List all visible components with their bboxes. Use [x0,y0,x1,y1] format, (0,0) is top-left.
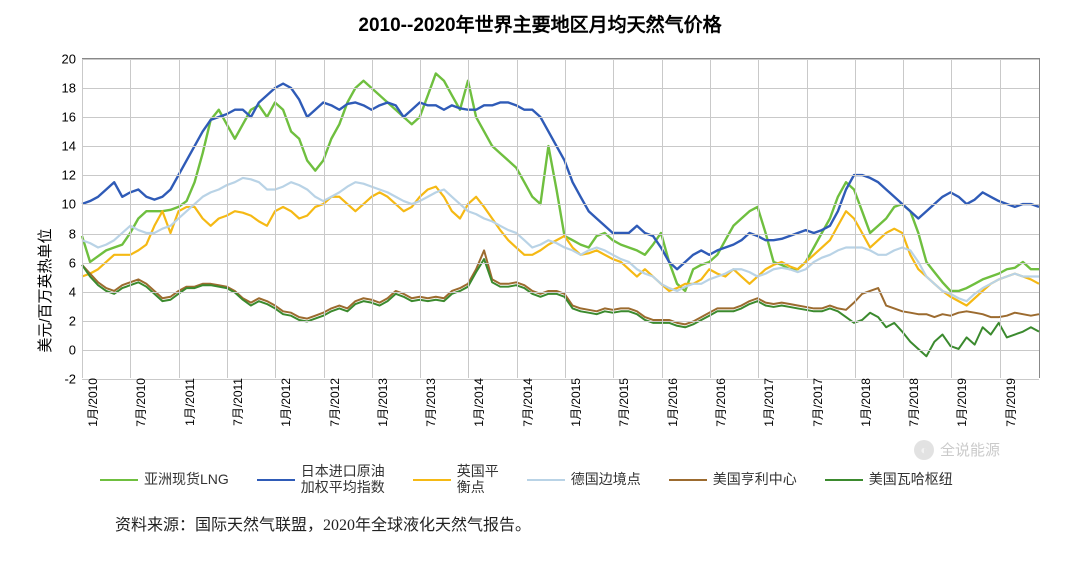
grid-line [468,59,469,378]
x-tick-label: 1月/2016 [662,378,681,427]
legend: 亚洲现货LNG 日本进口原油 加权平均指数 英国平 衡点 德国边境点 美国亨利中心 美国瓦… [100,464,953,495]
grid-line [372,59,373,378]
grid-line [324,59,325,378]
x-tick-label: 1月/2015 [565,378,584,427]
legend-label: 英国平 衡点 [457,464,499,495]
legend-swatch [527,479,565,481]
y-tick-label: 2 [69,313,82,328]
grid-line [855,59,856,378]
legend-label: 美国瓦哈枢纽 [869,472,953,487]
plot-area: -2024681012141618201月/20107月/20101月/2011… [82,58,1040,378]
series-line [82,73,1039,291]
chart-container: 2010--2020年世界主要地区月均天然气价格 美元/百万英热单位 -2024… [10,10,1070,555]
series-line [82,259,1039,356]
y-tick-label: 10 [62,197,82,212]
grid-line [951,59,952,378]
grid-line [82,263,1039,264]
grid-line [82,204,1039,205]
grid-line [82,234,1039,235]
legend-label: 德国边境点 [571,472,641,487]
x-tick-label: 7月/2012 [324,378,343,427]
x-tick-label: 7月/2014 [517,378,536,427]
x-tick-label: 1月/2012 [275,378,294,427]
y-tick-label: 4 [69,284,82,299]
y-tick-label: 8 [69,226,82,241]
legend-item: 日本进口原油 加权平均指数 [257,464,385,495]
x-tick-label: 1月/2013 [372,378,391,427]
x-tick-label: 7月/2011 [227,378,246,426]
y-tick-label: 6 [69,255,82,270]
y-tick-label: 20 [62,52,82,67]
y-tick-label: 18 [62,81,82,96]
legend-swatch [413,479,451,481]
x-tick-label: 1月/2018 [855,378,874,427]
legend-label: 美国亨利中心 [713,472,797,487]
line-chart-svg [82,59,1039,378]
grid-line [758,59,759,378]
grid-line [662,59,663,378]
legend-item: 英国平 衡点 [413,464,499,495]
x-tick-label: 1月/2014 [468,378,487,427]
grid-line [227,59,228,378]
watermark: ◐ 全说能源 [914,439,1000,460]
legend-label: 日本进口原油 加权平均指数 [301,464,385,495]
legend-swatch [100,479,138,481]
x-tick-label: 7月/2016 [710,378,729,427]
legend-item: 美国亨利中心 [669,472,797,487]
x-tick-label: 7月/2017 [807,378,826,427]
grid-line [82,321,1039,322]
legend-item: 德国边境点 [527,472,641,487]
grid-line [710,59,711,378]
x-tick-label: 7月/2013 [420,378,439,427]
x-tick-label: 7月/2018 [903,378,922,427]
grid-line [903,59,904,378]
y-tick-label: 12 [62,168,82,183]
legend-label: 亚洲现货LNG [144,472,229,487]
grid-line [565,59,566,378]
legend-swatch [669,479,707,481]
x-tick-label: 1月/2017 [758,378,777,427]
grid-line [82,350,1039,351]
y-tick-label: 14 [62,139,82,154]
legend-item: 亚洲现货LNG [100,472,229,487]
grid-line [82,292,1039,293]
grid-line [82,175,1039,176]
grid-line [82,59,83,378]
chart-title: 2010--2020年世界主要地区月均天然气价格 [10,10,1070,37]
grid-line [275,59,276,378]
y-tick-label: 16 [62,110,82,125]
grid-line [82,117,1039,118]
wechat-icon: ◐ [914,440,934,460]
x-tick-label: 7月/2019 [1000,378,1019,427]
series-line [82,84,1039,270]
y-tick-label: 0 [69,342,82,357]
legend-swatch [825,479,863,481]
x-tick-label: 7月/2015 [613,378,632,427]
x-tick-label: 1月/2010 [82,378,101,427]
grid-line [82,146,1039,147]
x-tick-label: 1月/2019 [951,378,970,427]
grid-line [420,59,421,378]
source-text: 资料来源：国际天然气联盟，2020年全球液化天然气报告。 [115,511,531,535]
x-tick-label: 1月/2011 [179,378,198,426]
y-tick-label: -2 [64,372,82,387]
y-axis-label: 美元/百万英热单位 [34,229,55,353]
grid-line [82,379,1039,380]
grid-line [179,59,180,378]
grid-line [82,59,1039,60]
grid-line [517,59,518,378]
grid-line [82,88,1039,89]
legend-swatch [257,479,295,481]
grid-line [807,59,808,378]
x-tick-label: 7月/2010 [130,378,149,427]
legend-item: 美国瓦哈枢纽 [825,472,953,487]
grid-line [1000,59,1001,378]
grid-line [613,59,614,378]
grid-line [130,59,131,378]
watermark-text: 全说能源 [940,439,1000,460]
